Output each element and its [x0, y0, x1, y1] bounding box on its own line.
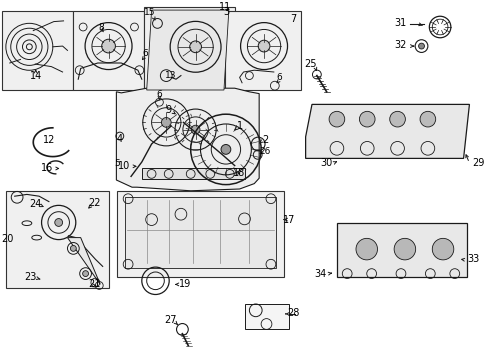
Circle shape [189, 41, 201, 53]
Polygon shape [146, 10, 228, 90]
Bar [351, 228, 381, 271]
Circle shape [161, 117, 171, 127]
Text: 14: 14 [29, 71, 42, 81]
Circle shape [191, 125, 200, 134]
Text: 1: 1 [236, 121, 242, 131]
Bar [317, 106, 464, 112]
Circle shape [393, 238, 415, 260]
Text: 25: 25 [304, 59, 316, 69]
Bar [6, 191, 108, 288]
Text: 2: 2 [262, 135, 267, 145]
Text: 30: 30 [320, 158, 332, 168]
Text: 18: 18 [232, 168, 244, 178]
Text: 29: 29 [471, 158, 483, 168]
Circle shape [359, 111, 374, 127]
Text: 6: 6 [156, 90, 162, 99]
Text: 26: 26 [259, 147, 270, 156]
Text: 20: 20 [1, 234, 14, 244]
Text: 19: 19 [178, 279, 191, 289]
Text: 9: 9 [165, 105, 171, 115]
Text: 6: 6 [276, 73, 282, 82]
Text: 4: 4 [117, 134, 122, 144]
Text: 8: 8 [99, 22, 104, 31]
Circle shape [328, 111, 344, 127]
Text: 16: 16 [41, 163, 53, 174]
Text: 12: 12 [42, 135, 55, 145]
Text: 24: 24 [29, 199, 41, 209]
Polygon shape [67, 238, 100, 284]
Bar [427, 228, 457, 271]
Bar [244, 304, 288, 329]
Polygon shape [305, 104, 468, 158]
Bar [389, 228, 419, 271]
Text: 10: 10 [117, 161, 130, 171]
Text: 23: 23 [24, 272, 37, 282]
Text: 28: 28 [286, 308, 299, 318]
Bar [144, 7, 234, 94]
Text: 22: 22 [88, 198, 101, 208]
Polygon shape [116, 88, 259, 191]
Text: 15: 15 [143, 8, 155, 17]
Bar [125, 197, 275, 268]
Circle shape [418, 43, 424, 49]
Text: 11: 11 [218, 2, 231, 12]
Bar [385, 109, 408, 130]
Bar [224, 11, 300, 90]
Circle shape [82, 271, 88, 276]
Text: 6: 6 [142, 49, 148, 58]
Bar [355, 109, 378, 130]
Text: 33: 33 [466, 254, 478, 264]
Bar [325, 109, 348, 130]
Text: 3: 3 [223, 7, 229, 17]
Bar [415, 109, 439, 130]
Bar [2, 11, 73, 90]
Circle shape [221, 144, 230, 154]
Bar [73, 11, 144, 90]
Circle shape [355, 238, 377, 260]
Circle shape [419, 111, 435, 127]
Text: 17: 17 [283, 215, 295, 225]
Text: 27: 27 [163, 315, 176, 325]
Circle shape [102, 39, 115, 53]
Circle shape [55, 219, 62, 226]
Circle shape [431, 238, 453, 260]
Bar [117, 191, 283, 277]
Text: 32: 32 [394, 40, 407, 50]
Text: 13: 13 [165, 71, 177, 80]
Text: 34: 34 [314, 269, 326, 279]
Text: 31: 31 [393, 18, 406, 28]
Bar [142, 168, 244, 179]
Circle shape [258, 40, 269, 52]
Polygon shape [337, 223, 466, 277]
Text: 7: 7 [290, 14, 296, 24]
Circle shape [70, 246, 76, 251]
Text: 21: 21 [88, 279, 101, 289]
Text: 5: 5 [114, 159, 120, 168]
Circle shape [389, 111, 405, 127]
